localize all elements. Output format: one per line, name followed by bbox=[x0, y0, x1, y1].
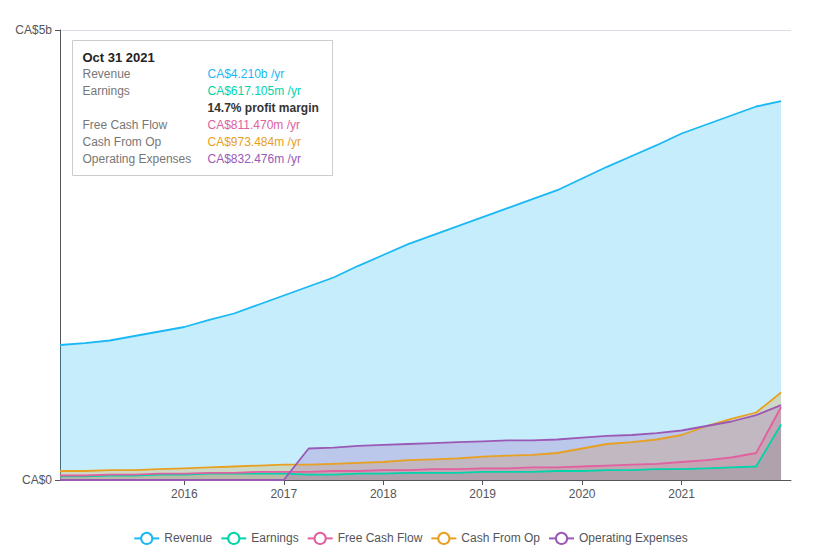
svg-text:2019: 2019 bbox=[469, 487, 496, 501]
svg-text:2021: 2021 bbox=[668, 487, 695, 501]
svg-text:2017: 2017 bbox=[270, 487, 297, 501]
svg-text:Revenue: Revenue bbox=[83, 67, 131, 81]
svg-text:Cash From Op: Cash From Op bbox=[461, 531, 540, 545]
svg-text:Operating Expenses: Operating Expenses bbox=[83, 152, 192, 166]
svg-text:Operating Expenses: Operating Expenses bbox=[579, 531, 688, 545]
svg-text:CA$832.476m /yr: CA$832.476m /yr bbox=[208, 152, 301, 166]
svg-text:CA$4.210b /yr: CA$4.210b /yr bbox=[208, 67, 285, 81]
svg-text:14.7% profit margin: 14.7% profit margin bbox=[208, 101, 319, 115]
svg-text:2016: 2016 bbox=[171, 487, 198, 501]
svg-text:Cash From Op: Cash From Op bbox=[83, 135, 162, 149]
svg-text:Oct 31 2021: Oct 31 2021 bbox=[83, 50, 155, 65]
svg-text:Earnings: Earnings bbox=[83, 84, 130, 98]
svg-text:Free Cash Flow: Free Cash Flow bbox=[338, 531, 423, 545]
svg-text:Free Cash Flow: Free Cash Flow bbox=[83, 118, 168, 132]
svg-text:CA$617.105m /yr: CA$617.105m /yr bbox=[208, 84, 301, 98]
svg-text:Earnings: Earnings bbox=[251, 531, 298, 545]
svg-text:CA$811.470m /yr: CA$811.470m /yr bbox=[208, 118, 301, 132]
svg-text:2018: 2018 bbox=[370, 487, 397, 501]
svg-text:CA$5b: CA$5b bbox=[15, 23, 52, 37]
svg-text:CA$0: CA$0 bbox=[22, 473, 52, 487]
svg-text:CA$973.484m /yr: CA$973.484m /yr bbox=[208, 135, 301, 149]
svg-text:Revenue: Revenue bbox=[164, 531, 212, 545]
svg-text:2020: 2020 bbox=[569, 487, 596, 501]
